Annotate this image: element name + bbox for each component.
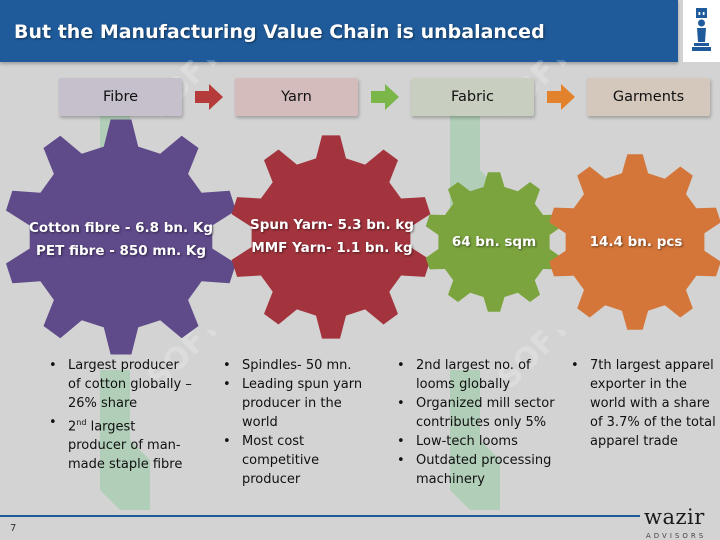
list-item: 2nd largest no. of looms globally	[393, 356, 558, 394]
gear-fabric-line-1: 64 bn. sqm	[451, 234, 537, 250]
list-item-text: Low-tech looms	[416, 434, 518, 449]
footer-logo: wazir ADVISORS	[636, 505, 720, 540]
gear-yarn-line-2: MMF Yarn- 1.1 bn. kg	[251, 240, 413, 256]
gear-garments-label: 14.4 bn. pcs	[576, 231, 696, 254]
chess-piece-logo-icon	[692, 8, 711, 51]
brand-name: wazir	[644, 505, 705, 529]
ordinal-suffix: nd	[76, 418, 87, 427]
brand-subtitle: ADVISORS	[646, 532, 707, 540]
list-item-text: 2nd largest no. of looms globally	[416, 358, 531, 392]
stage-fibre: Fibre	[59, 78, 182, 116]
list-item-text: Outdated processing machinery	[416, 453, 552, 487]
fibre-facts-list: Largest producer of cotton globally – 26…	[45, 356, 195, 474]
list-item: Organized mill sector contributes only 5…	[393, 394, 558, 432]
page-title: But the Manufacturing Value Chain is unb…	[14, 21, 545, 43]
list-item-text: largest producer of man-made staple fibr…	[68, 419, 183, 473]
gear-yarn-label: Spun Yarn- 5.3 bn. kg MMF Yarn- 1.1 bn. …	[232, 214, 432, 260]
gear-fibre	[6, 119, 236, 355]
title-bar: But the Manufacturing Value Chain is unb…	[0, 0, 678, 62]
gear-fabric	[425, 172, 563, 312]
gear-yarn-line-1: Spun Yarn- 5.3 bn. kg	[250, 217, 414, 233]
list-item: 7th largest apparel exporter in the worl…	[567, 356, 720, 451]
list-item-text: 7th largest apparel exporter in the worl…	[590, 358, 716, 449]
footer-divider	[0, 515, 640, 517]
list-item: Leading spun yarn producer in the world	[219, 375, 369, 432]
gear-yarn	[231, 135, 431, 339]
ordinal-number: 2	[68, 419, 77, 435]
logo-box	[683, 0, 720, 62]
arrow-right-icon	[547, 84, 575, 110]
list-item-text: Spindles- 50 mn.	[242, 358, 352, 373]
gear-fabric-label: 64 bn. sqm	[434, 231, 554, 254]
arrow-right-icon	[371, 84, 399, 110]
gear-fibre-line-1: Cotton fibre - 6.8 bn. Kg	[28, 220, 213, 236]
gear-fibre-label: Cotton fibre - 6.8 bn. Kg PET fibre - 85…	[14, 217, 228, 263]
list-item-text: Leading spun yarn producer in the world	[242, 377, 363, 430]
fabric-facts-list: 2nd largest no. of looms globally Organi…	[393, 356, 558, 489]
list-item: Spindles- 50 mn.	[219, 356, 369, 375]
stage-yarn: Yarn	[235, 78, 358, 116]
list-item-text: Largest producer of cotton globally – 26…	[68, 358, 192, 411]
gear-garments	[549, 154, 720, 330]
list-item: 2nd largest producer of man-made staple …	[45, 413, 195, 474]
list-item: Largest producer of cotton globally – 26…	[45, 356, 195, 413]
list-item-text: Organized mill sector contributes only 5…	[416, 396, 555, 430]
arrow-right-icon	[195, 84, 223, 110]
stage-fabric: Fabric	[411, 78, 534, 116]
garments-facts-list: 7th largest apparel exporter in the worl…	[567, 356, 720, 451]
list-item-text: Most cost competitive producer	[242, 434, 320, 487]
list-item: Outdated processing machinery	[393, 451, 558, 489]
gear-fibre-line-2: PET fibre - 850 mn. Kg	[35, 243, 207, 259]
list-item: Low-tech looms	[393, 432, 558, 451]
yarn-facts-list: Spindles- 50 mn. Leading spun yarn produ…	[219, 356, 369, 489]
stage-garments: Garments	[587, 78, 710, 116]
gear-garments-line-1: 14.4 bn. pcs	[589, 234, 683, 250]
list-item: Most cost competitive producer	[219, 432, 369, 489]
page-number: 7	[10, 523, 17, 534]
